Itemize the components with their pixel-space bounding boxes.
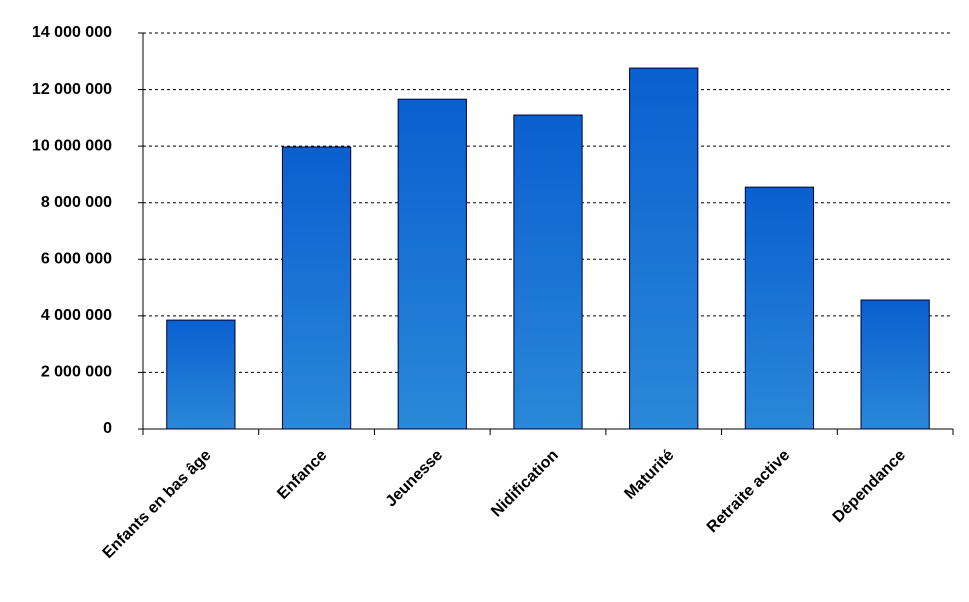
y-tick-label: 12 000 000 <box>32 81 112 98</box>
y-tick-label: 14 000 000 <box>32 24 112 41</box>
bar <box>166 319 236 430</box>
x-tick-label: Enfants en bas âge <box>100 447 215 562</box>
x-tick-label: Dépendance <box>830 447 909 526</box>
bar <box>860 299 930 430</box>
x-tick-label: Nidification <box>488 447 562 521</box>
y-tick-label: 6 000 000 <box>41 251 112 268</box>
bar <box>744 186 815 430</box>
bar <box>281 146 352 430</box>
x-tick-label: Retraite active <box>704 447 793 536</box>
y-tick-label: 4 000 000 <box>41 307 112 324</box>
bar <box>397 98 467 430</box>
x-tick-label: Jeunesse <box>383 447 447 511</box>
y-tick-label: 0 <box>103 420 112 437</box>
y-tick-label: 10 000 000 <box>32 137 112 154</box>
x-tick-label: Maturité <box>621 447 677 503</box>
x-tick-label: Enfance <box>274 447 330 503</box>
bar <box>629 67 699 430</box>
y-tick-label: 8 000 000 <box>41 194 112 211</box>
y-tick-label: 2 000 000 <box>41 364 112 381</box>
bar <box>513 114 583 430</box>
